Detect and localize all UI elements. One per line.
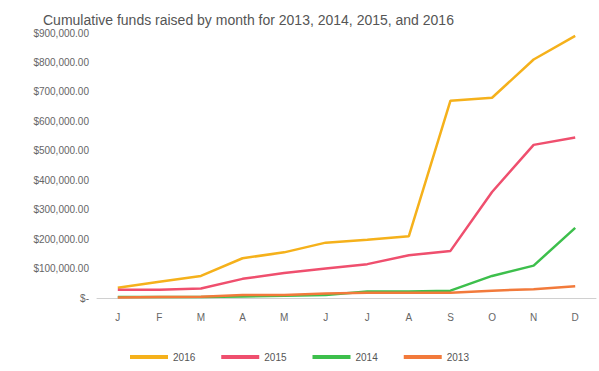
svg-text:O: O [488, 312, 496, 323]
svg-text:M: M [197, 312, 205, 323]
svg-text:$900,000.00: $900,000.00 [33, 28, 89, 39]
svg-text:A: A [239, 312, 246, 323]
svg-text:$400,000.00: $400,000.00 [33, 175, 89, 186]
svg-text:J: J [115, 312, 120, 323]
svg-text:N: N [530, 312, 537, 323]
svg-text:F: F [156, 312, 162, 323]
svg-text:J: J [323, 312, 328, 323]
svg-text:A: A [406, 312, 413, 323]
svg-text:J: J [365, 312, 370, 323]
svg-text:$-: $- [80, 293, 89, 304]
svg-text:$600,000.00: $600,000.00 [33, 116, 89, 127]
svg-text:$800,000.00: $800,000.00 [33, 57, 89, 68]
svg-text:$300,000.00: $300,000.00 [33, 204, 89, 215]
svg-text:$200,000.00: $200,000.00 [33, 234, 89, 245]
svg-text:$500,000.00: $500,000.00 [33, 145, 89, 156]
svg-text:S: S [447, 312, 454, 323]
svg-text:$700,000.00: $700,000.00 [33, 86, 89, 97]
svg-text:D: D [572, 312, 579, 323]
svg-text:Cumulative funds raised by mon: Cumulative funds raised by month for 201… [43, 12, 454, 28]
svg-text:2015: 2015 [264, 352, 287, 363]
svg-text:2014: 2014 [356, 352, 379, 363]
svg-text:M: M [280, 312, 288, 323]
svg-text:2016: 2016 [173, 352, 196, 363]
svg-text:2013: 2013 [447, 352, 470, 363]
svg-text:$100,000.00: $100,000.00 [33, 263, 89, 274]
